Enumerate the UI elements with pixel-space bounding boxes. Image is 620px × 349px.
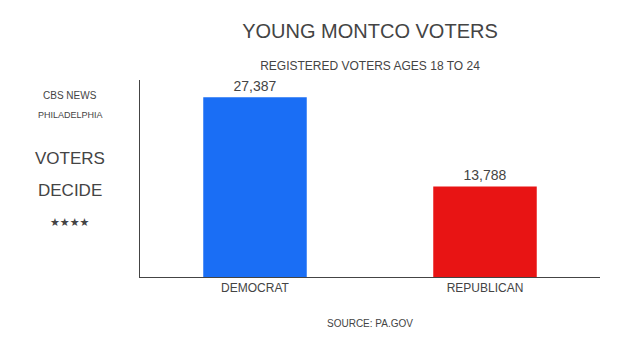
svg-text:VOTERS: VOTERS [35, 149, 105, 168]
svg-text:PHILADELPHIA: PHILADELPHIA [38, 110, 103, 120]
svg-text:DEMOCRAT: DEMOCRAT [221, 281, 289, 295]
svg-text:YOUNG MONTCO VOTERS: YOUNG MONTCO VOTERS [242, 20, 498, 42]
svg-text:SOURCE: PA.GOV: SOURCE: PA.GOV [327, 318, 413, 329]
svg-text:DECIDE: DECIDE [38, 181, 102, 200]
svg-text:★★★★: ★★★★ [50, 216, 90, 228]
svg-text:CBS NEWS: CBS NEWS [43, 90, 97, 101]
svg-text:REGISTERED VOTERS AGES 18 TO 2: REGISTERED VOTERS AGES 18 TO 24 [260, 59, 480, 73]
svg-text:27,387: 27,387 [233, 78, 276, 94]
svg-text:13,788: 13,788 [463, 167, 506, 183]
svg-text:REPUBLICAN: REPUBLICAN [447, 281, 524, 295]
